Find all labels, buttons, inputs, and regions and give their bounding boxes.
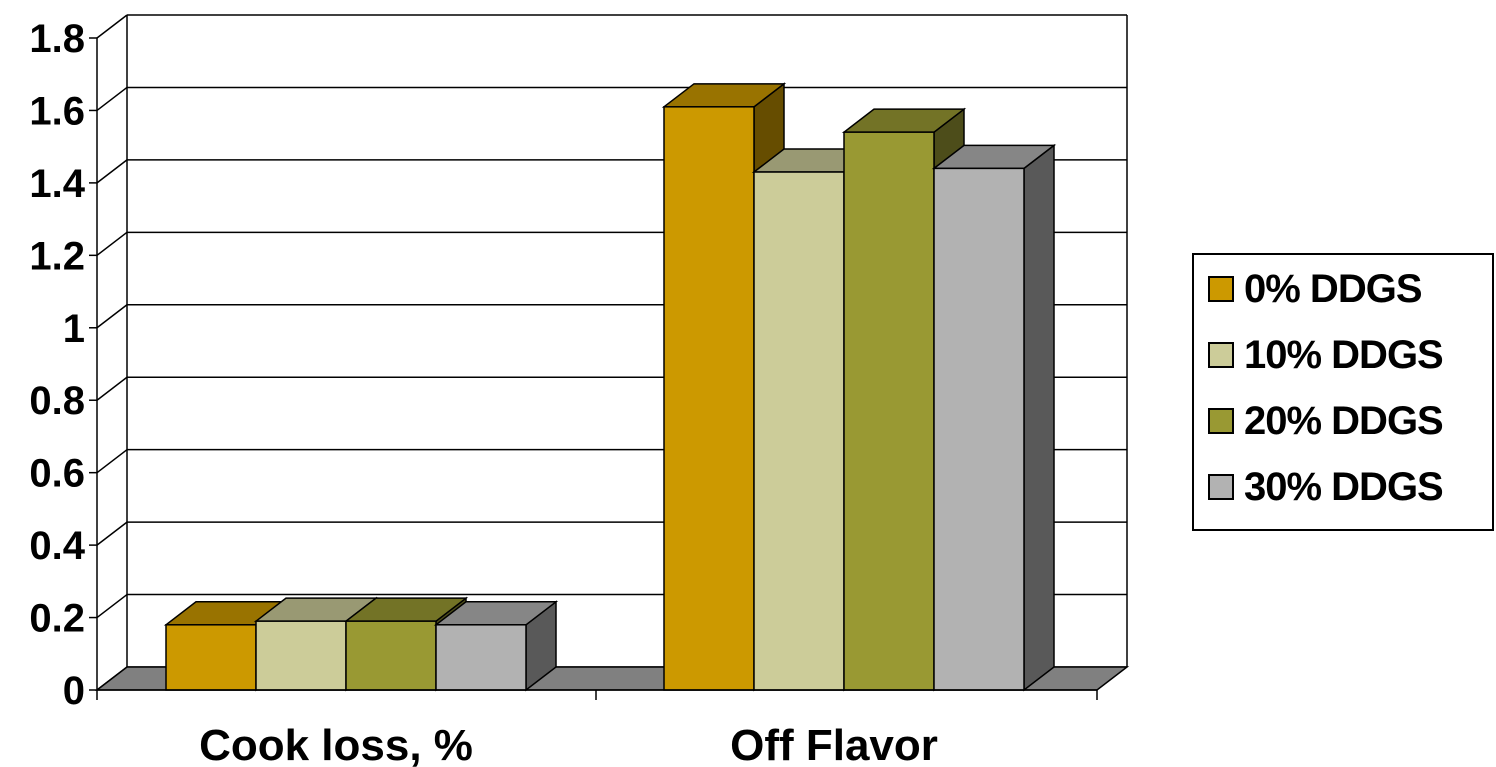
legend-label: 0% DDGS xyxy=(1244,266,1422,311)
axis-layer: 0 0.2 0.4 0.6 0.8 1 1.2 1.4 1.6 1.8 Cook loss, % Of… xyxy=(29,17,1098,767)
x-category-label: Cook loss, % xyxy=(199,721,473,767)
gridline-side xyxy=(96,304,128,329)
legend-swatch xyxy=(1208,408,1234,434)
gridline-side xyxy=(96,159,128,184)
gridline-side xyxy=(96,449,128,474)
y-tick-label: 1.6 xyxy=(29,89,85,133)
legend-item: 10% DDGS xyxy=(1208,332,1444,377)
bar-side xyxy=(1023,143,1055,692)
bar xyxy=(435,624,527,691)
legend-item: 0% DDGS xyxy=(1208,266,1422,311)
y-tick-label: 1 xyxy=(63,307,85,351)
gridline-side xyxy=(96,86,128,112)
x-category-label: Off Flavor xyxy=(730,721,938,767)
legend-item: 30% DDGS xyxy=(1208,464,1444,509)
y-tick-label: 0.4 xyxy=(29,524,85,568)
gridline-side xyxy=(96,14,128,39)
legend-swatch xyxy=(1208,342,1234,368)
bar xyxy=(165,624,257,691)
gridline-side xyxy=(96,376,128,401)
legend-swatch xyxy=(1208,474,1234,500)
legend-swatch xyxy=(1208,276,1234,302)
y-tick-label: 1.8 xyxy=(29,17,85,61)
legend-item: 20% DDGS xyxy=(1208,398,1444,443)
legend-label: 10% DDGS xyxy=(1244,332,1444,377)
y-tick-label: 0.6 xyxy=(29,452,85,496)
bar xyxy=(255,620,347,691)
bar xyxy=(663,106,755,691)
y-tick-label: 1.4 xyxy=(29,162,85,206)
y-tick-label: 0.8 xyxy=(29,379,85,423)
legend: 0% DDGS 10% DDGS 20% DDGS 30% DDGS xyxy=(1192,253,1494,531)
legend-label: 20% DDGS xyxy=(1244,398,1444,443)
gridline-side xyxy=(96,593,128,619)
gridline-side xyxy=(96,521,128,546)
legend-label: 30% DDGS xyxy=(1244,464,1444,509)
bars-layer xyxy=(163,82,1057,692)
y-tick-label: 0 xyxy=(63,669,85,713)
y-tick-label: 1.2 xyxy=(29,234,85,278)
bar xyxy=(843,131,935,691)
bar xyxy=(345,620,437,691)
gridline-side xyxy=(96,231,128,256)
bar xyxy=(933,167,1025,691)
y-tick-label: 0.2 xyxy=(29,597,85,641)
bar xyxy=(753,171,845,691)
